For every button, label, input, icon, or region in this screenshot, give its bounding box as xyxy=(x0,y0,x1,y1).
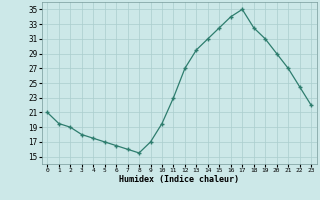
X-axis label: Humidex (Indice chaleur): Humidex (Indice chaleur) xyxy=(119,175,239,184)
